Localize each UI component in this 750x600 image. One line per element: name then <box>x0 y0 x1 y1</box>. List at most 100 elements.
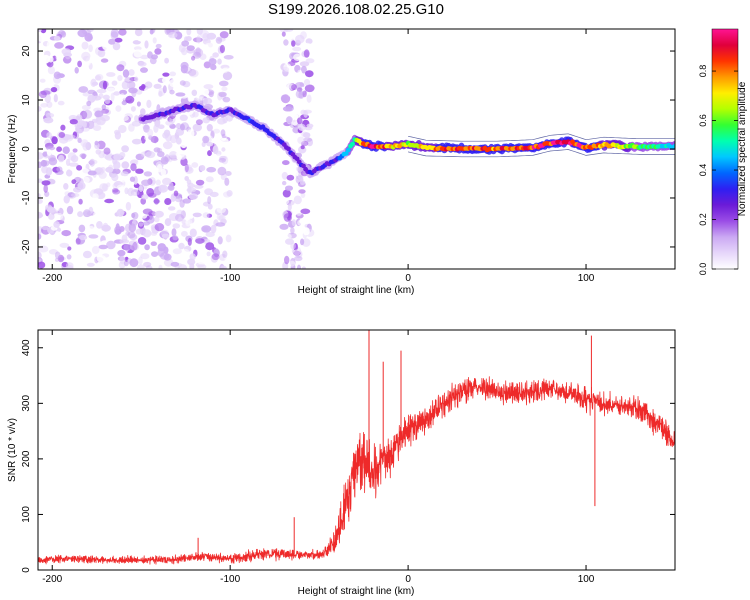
spectrogram-noise-cell <box>179 114 188 122</box>
spectrogram-noise-cell <box>188 193 199 200</box>
spectrogram-noise-cell <box>186 179 192 185</box>
spectrogram-noise-cell <box>295 166 301 172</box>
spectrogram-noise-cell <box>117 249 126 257</box>
spectrogram-noise-cell <box>219 31 229 39</box>
spectrogram-noise-cell <box>54 42 64 49</box>
snr-line <box>38 376 675 565</box>
spectrogram-noise-cell <box>206 142 214 147</box>
spectrogram-noise-cell <box>83 70 93 79</box>
spectrogram-noise-cell <box>297 136 305 145</box>
spectrogram-noise-cell <box>144 244 150 251</box>
spectrogram-noise-cell <box>114 226 123 235</box>
spectrogram-noise-cell <box>96 221 103 229</box>
spectrogram-noise-cell <box>169 71 177 77</box>
spectrogram-noise-cell <box>126 150 133 157</box>
spectrogram-noise-cell <box>59 242 70 248</box>
spectrogram-noise-cell <box>116 64 125 72</box>
spectrogram-noise-cell <box>282 180 287 186</box>
spectrogram-noise-cell <box>46 41 51 50</box>
spectrogram-noise-cell <box>164 218 172 227</box>
spectrogram-noise-cell <box>91 245 100 255</box>
spectrogram-noise-cell <box>138 222 144 227</box>
spectrogram-noise-cell <box>154 210 164 218</box>
spectrogram-noise-cell <box>43 117 54 124</box>
spectrogram-noise-cell <box>51 136 58 145</box>
spectrogram-ridge-cell <box>345 147 351 153</box>
spectrogram-noise-cell <box>282 126 289 132</box>
spectrogram-noise-cell <box>48 213 55 220</box>
spectrogram-noise-cell <box>112 189 121 195</box>
spectrogram-noise-cell <box>41 180 51 186</box>
spectrogram-noise-cell <box>162 177 172 185</box>
spectrogram-noise-cell <box>220 265 227 269</box>
spectrogram-noise-cell <box>164 57 170 64</box>
spectrogram-noise-cell <box>75 238 81 245</box>
spectrogram-noise-cell <box>53 35 61 41</box>
spectrogram-noise-cell <box>118 261 126 269</box>
spectrogram-noise-cell <box>104 198 114 204</box>
spectrogram-noise-cell <box>175 123 182 129</box>
spectrogram-noise-cell <box>92 193 99 200</box>
spectrogram-noise-cell <box>208 58 217 66</box>
spectrogram-noise-cell <box>46 101 53 108</box>
spectrogram-noise-cell <box>100 166 106 173</box>
spectrogram-noise-cell <box>221 67 229 74</box>
spectrogram-noise-cell <box>96 255 107 263</box>
spectrogram-noise-cell <box>131 138 142 145</box>
spectrogram-noise-cell <box>192 212 202 218</box>
spectrogram-noise-cell <box>202 212 210 219</box>
spectrogram-noise-cell <box>58 183 65 189</box>
spectrogram-noise-cell <box>41 165 49 174</box>
spectrogram-noise-cell <box>128 69 135 76</box>
colorbar-tick-label: 0.4 <box>698 164 708 177</box>
spectrogram-noise-cell <box>161 233 170 239</box>
spectrogram-noise-cell <box>79 153 87 158</box>
spectrogram-noise-cell <box>285 116 293 124</box>
spectrogram-noise-cell <box>170 261 180 267</box>
spectrogram-noise-cell <box>53 94 58 103</box>
spectrogram-noise-cell <box>78 72 84 78</box>
spectrogram-noise-cell <box>70 155 79 163</box>
snr-y-tick-label: 300 <box>21 395 32 412</box>
spectrogram-noise-cell <box>98 244 108 250</box>
spectrogram-noise-cell <box>123 243 132 251</box>
spectrogram-noise-cell <box>298 189 306 194</box>
spectrogram-noise-cell <box>144 81 153 89</box>
spectrogram-noise-cell <box>224 177 230 186</box>
spectrogram-noise-cell <box>79 167 90 175</box>
spectrogram-noise-cell <box>173 190 179 197</box>
spectrogram-noise-cell <box>186 45 195 51</box>
snr-x-label: Height of straight line (km) <box>298 586 415 597</box>
spectrogram-noise-cell <box>172 235 179 241</box>
spectrogram-noise-cell <box>201 225 212 233</box>
spectrogram-noise-cell <box>58 154 65 163</box>
spectrogram-noise-cell <box>90 78 97 88</box>
spectrogram-noise-cell <box>132 212 139 220</box>
spectrogram-noise-cell <box>117 184 126 189</box>
spectrogram-noise-cell <box>100 114 110 122</box>
spectrogram-noise-cell <box>92 125 102 131</box>
spectrogram-noise-cell <box>302 227 310 236</box>
spectrogram-noise-cell <box>102 222 109 232</box>
spectrogram-noise-cell <box>181 219 187 225</box>
spectrogram-noise-cell <box>206 32 217 40</box>
spectrogram-noise-cell <box>222 71 233 81</box>
spectrogram-noise-cell <box>124 134 129 142</box>
spectrogram-noise-cell <box>285 238 294 245</box>
spectrogram-noise-cell <box>155 141 162 147</box>
spectrogram-noise-cell <box>293 53 302 61</box>
snr-y-axis: 0 100 200 300 400 <box>21 339 675 573</box>
spectrogram-noise-cell <box>151 179 156 185</box>
spectrogram-noise-cell <box>169 89 175 95</box>
spectrogram-noise-cell <box>82 109 93 119</box>
spectrogram-noise-cell <box>167 206 176 211</box>
spectrogram-noise-cell <box>62 237 71 243</box>
spectrogram-noise-cell <box>205 176 214 183</box>
spectrogram-noise-cell <box>306 123 314 128</box>
spectrogram-noise-cell <box>225 171 232 176</box>
spectrogram-noise-cell <box>55 199 62 206</box>
spectrogram-noise-cell <box>226 263 231 269</box>
spectrogram-noise-cell <box>279 29 289 33</box>
spectrogram-noise-cell <box>54 257 59 262</box>
spectrogram-noise-cell <box>182 248 190 255</box>
